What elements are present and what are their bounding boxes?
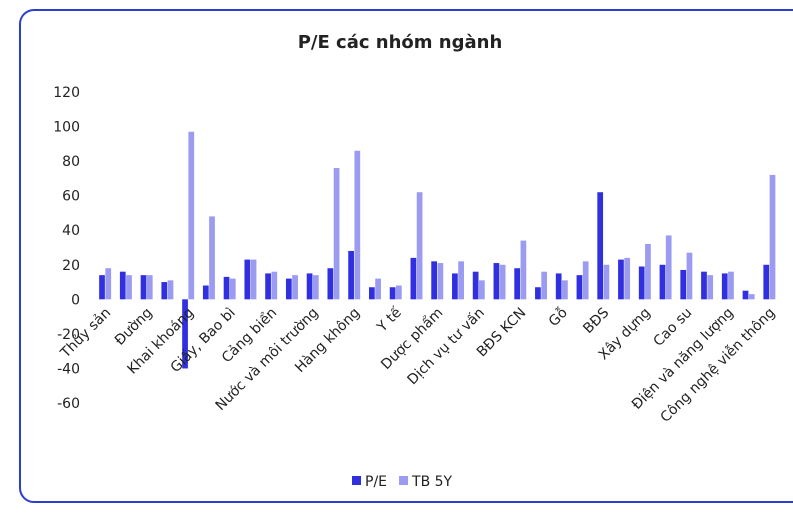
bar <box>555 273 562 300</box>
bar <box>437 263 444 300</box>
bar <box>146 275 153 300</box>
bar <box>645 244 651 300</box>
bar <box>348 250 354 300</box>
bar <box>431 261 437 300</box>
bar <box>603 264 610 300</box>
bar <box>576 275 583 300</box>
bar <box>389 287 396 300</box>
bar <box>229 278 236 300</box>
bar <box>680 269 687 300</box>
bar <box>182 299 188 369</box>
bar <box>416 192 423 300</box>
bar <box>748 294 755 300</box>
bar <box>209 216 215 300</box>
legend-swatch <box>352 476 361 485</box>
bar <box>306 273 313 300</box>
bar <box>167 280 174 300</box>
y-tick-label: -20 <box>57 327 80 343</box>
bar <box>742 290 749 300</box>
bar <box>728 271 734 300</box>
bar <box>701 271 707 300</box>
bar <box>395 285 402 300</box>
bar <box>285 278 292 300</box>
bar <box>188 131 195 300</box>
bar <box>223 276 230 300</box>
bar <box>721 273 728 300</box>
bar <box>458 261 464 300</box>
bar <box>686 252 693 300</box>
bar <box>535 287 541 300</box>
bar <box>250 259 257 300</box>
bar <box>369 287 375 300</box>
y-tick-label: 20 <box>62 258 80 274</box>
bar <box>354 150 361 300</box>
bar <box>161 282 168 300</box>
bar <box>479 280 485 300</box>
bar <box>265 273 271 300</box>
bar <box>665 235 672 300</box>
bar <box>472 271 479 300</box>
chart-title: P/E các nhóm ngành <box>298 32 503 53</box>
y-tick-label: 40 <box>62 223 80 239</box>
y-tick-label: 60 <box>62 189 80 205</box>
bar <box>126 275 132 300</box>
bar <box>410 257 417 300</box>
bar <box>638 266 645 300</box>
bar <box>514 268 521 300</box>
bar <box>499 264 506 300</box>
bar <box>105 268 112 300</box>
bar <box>582 261 589 300</box>
legend-label: P/E <box>365 474 387 490</box>
legend-swatch <box>399 476 409 485</box>
bar <box>140 275 147 300</box>
bar <box>493 263 500 300</box>
bar <box>271 271 278 300</box>
bar <box>520 240 527 300</box>
bar <box>769 174 776 300</box>
y-tick-label: 0 <box>71 292 80 308</box>
bar <box>618 259 624 300</box>
bar <box>244 259 251 300</box>
bar <box>659 264 666 300</box>
bar <box>202 285 209 300</box>
bar <box>312 275 319 300</box>
bar <box>541 271 548 300</box>
bar <box>375 278 381 300</box>
bar <box>119 271 126 300</box>
bar <box>562 280 568 300</box>
bar <box>707 275 714 300</box>
bar <box>333 168 340 300</box>
bar <box>597 192 604 300</box>
chart-frame <box>19 9 793 503</box>
y-tick-label: 120 <box>53 85 80 101</box>
bar <box>327 268 334 300</box>
bar <box>763 264 770 300</box>
y-tick-label: -40 <box>57 361 80 377</box>
y-tick-label: 100 <box>53 120 80 136</box>
bar <box>292 275 298 300</box>
y-tick-label: -60 <box>57 396 80 412</box>
bar <box>452 273 458 300</box>
y-tick-label: 80 <box>62 154 80 170</box>
legend-label: TB 5Y <box>411 474 453 490</box>
bar <box>99 275 105 300</box>
bar <box>624 257 631 300</box>
